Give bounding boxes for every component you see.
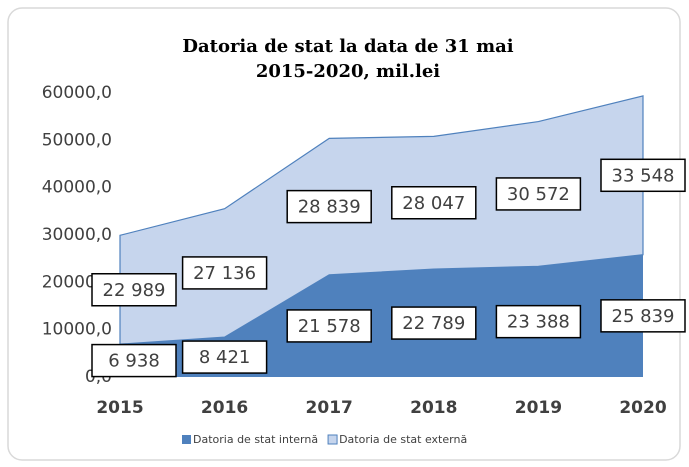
data-label: 30 572 xyxy=(507,184,570,205)
legend-label: Datoria de stat internă xyxy=(193,433,318,446)
legend-swatch xyxy=(327,434,338,445)
data-label-box xyxy=(495,304,582,339)
data-label-box xyxy=(600,299,686,333)
data-label: 8 421 xyxy=(199,347,251,368)
data-label: 28 839 xyxy=(298,197,361,218)
x-tick-label: 2019 xyxy=(515,398,562,418)
data-label-box xyxy=(286,309,372,343)
data-label-box xyxy=(181,340,268,374)
data-label-box xyxy=(391,186,477,220)
data-label: 22 789 xyxy=(402,313,465,334)
data-label: 22 989 xyxy=(103,280,166,301)
x-tick-label: 2017 xyxy=(306,398,353,418)
legend-label: Datoria de stat externă xyxy=(339,433,467,446)
data-label: 6 938 xyxy=(108,351,160,372)
chart-title: 2015-2020, mil.lei xyxy=(256,61,440,82)
chart-title: Datoria de stat la data de 31 mai xyxy=(182,36,513,57)
data-label: 25 839 xyxy=(612,306,675,327)
data-label-box xyxy=(286,189,372,224)
data-label: 23 388 xyxy=(507,312,570,333)
data-label: 21 578 xyxy=(298,316,361,337)
y-tick-label: 40000,0 xyxy=(42,178,112,198)
data-label-box xyxy=(495,177,582,211)
data-label: 33 548 xyxy=(612,165,675,186)
data-label-box xyxy=(91,343,177,378)
y-tick-label: 30000,0 xyxy=(42,225,112,245)
x-tick-label: 2018 xyxy=(410,398,457,418)
x-tick-label: 2015 xyxy=(96,398,143,418)
y-tick-label: 50000,0 xyxy=(42,130,112,150)
data-label: 27 136 xyxy=(193,263,256,284)
legend-swatch xyxy=(182,435,191,444)
data-label: 28 047 xyxy=(402,193,465,214)
data-label-box xyxy=(181,256,268,290)
x-tick-label: 2020 xyxy=(619,398,666,418)
data-label-box xyxy=(600,158,686,193)
data-label-box xyxy=(91,273,177,307)
y-tick-label: 10000,0 xyxy=(42,320,112,340)
x-tick-label: 2016 xyxy=(201,398,248,418)
y-tick-label: 60000,0 xyxy=(42,83,112,103)
data-label-box xyxy=(391,306,477,340)
